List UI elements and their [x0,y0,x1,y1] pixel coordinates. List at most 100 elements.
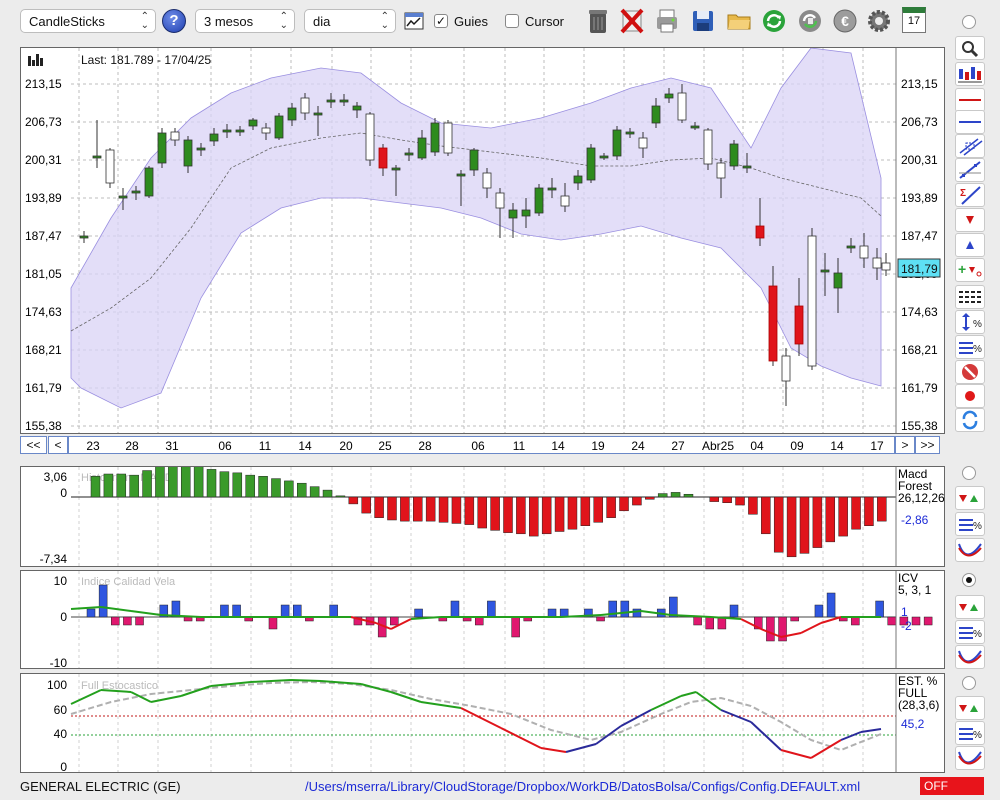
nav-last-button[interactable]: >> [915,436,940,454]
trash-icon[interactable] [585,7,611,35]
config-path-link[interactable]: /Users/mserra/Library/CloudStorage/Dropb… [305,779,861,794]
price-chart: 213,15 213,15 206,73 206,73 200,31 200,31 193,… [25,47,941,433]
guides-checkbox[interactable]: ✓ [434,14,448,28]
price-tick-left: 193,89 [25,191,62,205]
macd-bar [245,474,255,498]
nav-prev-button[interactable]: < [48,436,68,454]
candle [859,233,869,268]
chart-type-select[interactable]: CandleSticks ⌃ ⌄ [20,9,156,33]
icv-line-segment [160,614,202,618]
candles-icon [958,67,982,83]
price-tick-left: 213,15 [25,77,62,91]
nav-next-button[interactable]: > [895,436,915,454]
channel-button[interactable] [955,134,985,158]
icv-percent-button[interactable]: % [955,620,985,644]
macd-panel[interactable]: Histograma MACD 3,06 0 -7,34 Macd Forest… [20,459,945,567]
off-indicator[interactable]: OFF [920,777,984,795]
date-axis[interactable]: 23 28 31 06 11 14 20 25 28 06 11 14 19 24 27 Abr25 04 09 1… [68,436,895,454]
cursor-checkbox[interactable] [505,14,519,28]
candle [274,113,284,140]
period-select[interactable]: 3 mesos ⌃ ⌄ [195,9,295,33]
candle [742,153,752,173]
candle-body [729,143,739,167]
zoom-button[interactable] [955,36,985,60]
stoch-percent-button[interactable]: % [955,721,985,745]
stop-button[interactable] [955,360,985,384]
no-entry-icon [962,364,978,380]
macd-curve-button[interactable] [955,538,985,562]
price-chart-panel[interactable]: 213,15 213,15 206,73 206,73 200,31 200,31 193,… [20,47,945,434]
price-tick-left: 155,38 [25,419,62,433]
refresh-icon[interactable] [761,7,787,35]
candle-body [352,105,362,111]
candle [560,183,570,212]
stochastic-panel[interactable]: Full Estocastico 100 60 40 0 EST. % FULL… [20,673,945,774]
chart-settings-icon[interactable] [404,11,424,31]
price-tick-right: 193,89 [901,191,938,205]
nav-first-button[interactable]: << [20,436,47,454]
icv-bar [390,616,399,626]
candle-body [404,152,414,156]
icv-signals-button[interactable] [955,595,985,619]
help-button[interactable]: ? [162,9,186,33]
macd-signals-button[interactable] [955,486,985,510]
icv-panel-radio[interactable] [962,573,976,587]
icv-panel[interactable]: Indice Calidad Vela 10 0 -10 ICV 5, 3, 1… [20,570,945,670]
arrow-up-button[interactable] [955,233,985,257]
stoch-curve-button[interactable] [955,746,985,770]
signals-icon [959,705,978,712]
trendline-button[interactable] [955,158,985,182]
macd-panel-radio[interactable] [962,466,976,480]
currency-icon[interactable]: € [832,7,858,35]
macd-percent-button[interactable]: % [955,512,985,536]
macd-bar [425,496,436,522]
open-folder-icon[interactable] [726,7,752,35]
stoch-panel-radio[interactable] [962,676,976,690]
vertical-scale-button[interactable]: % [955,310,985,334]
stoch-signals-button[interactable] [955,696,985,720]
macd-bar [180,464,191,498]
save-icon[interactable] [690,7,716,35]
stoch-k-segment [860,728,882,733]
magnifier-icon [962,41,979,58]
reload-data-icon[interactable] [797,7,823,35]
stoch-k-segment [500,727,542,749]
icv-bar [608,600,617,618]
swap-button[interactable] [955,408,985,432]
calendar-icon[interactable]: 17 [902,7,926,33]
arrow-down-button[interactable] [955,208,985,232]
horizontal-blue-line-button[interactable] [955,110,985,134]
add-indicator-button[interactable]: + [955,258,985,282]
stoch-k-line [70,679,882,759]
candle-body [677,92,687,121]
macd-bar [722,496,732,503]
stoch-title: Full Estocastico [81,680,158,692]
price-axis: 213,15 213,15 206,73 206,73 200,31 200,31 193,… [25,77,938,433]
candle [599,153,609,160]
main-panel-radio[interactable] [962,15,976,29]
candle [716,158,726,198]
horizontal-red-line-button[interactable] [955,88,985,112]
candle-body [417,137,427,159]
settings-icon[interactable] [866,7,892,35]
print-icon[interactable] [654,7,680,35]
macd-bar [103,473,114,498]
interval-select[interactable]: dia ⌃ ⌄ [304,9,396,33]
price-tick-left: 174,63 [25,305,62,319]
candle-body [118,195,128,199]
icv-curve-button[interactable] [955,645,985,669]
macd-bar [619,496,629,512]
date-tick: 20 [339,439,353,453]
grid-lines-button[interactable] [955,285,985,309]
candle [495,188,505,238]
delete-drawings-icon[interactable] [619,7,645,35]
curve-icon [958,751,982,765]
candle-body [326,99,336,103]
icv-bar [111,616,120,626]
chart-style-button[interactable] [955,62,985,86]
stoch-k-segment [680,691,697,697]
record-button[interactable] [955,384,985,408]
candle-body [170,131,180,141]
fibonacci-button[interactable]: Σ [955,183,985,207]
percent-lines-button[interactable]: % [955,335,985,359]
